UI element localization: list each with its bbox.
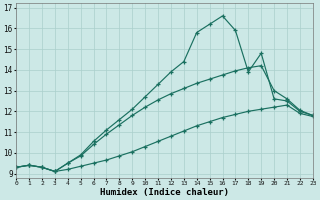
X-axis label: Humidex (Indice chaleur): Humidex (Indice chaleur): [100, 188, 229, 197]
